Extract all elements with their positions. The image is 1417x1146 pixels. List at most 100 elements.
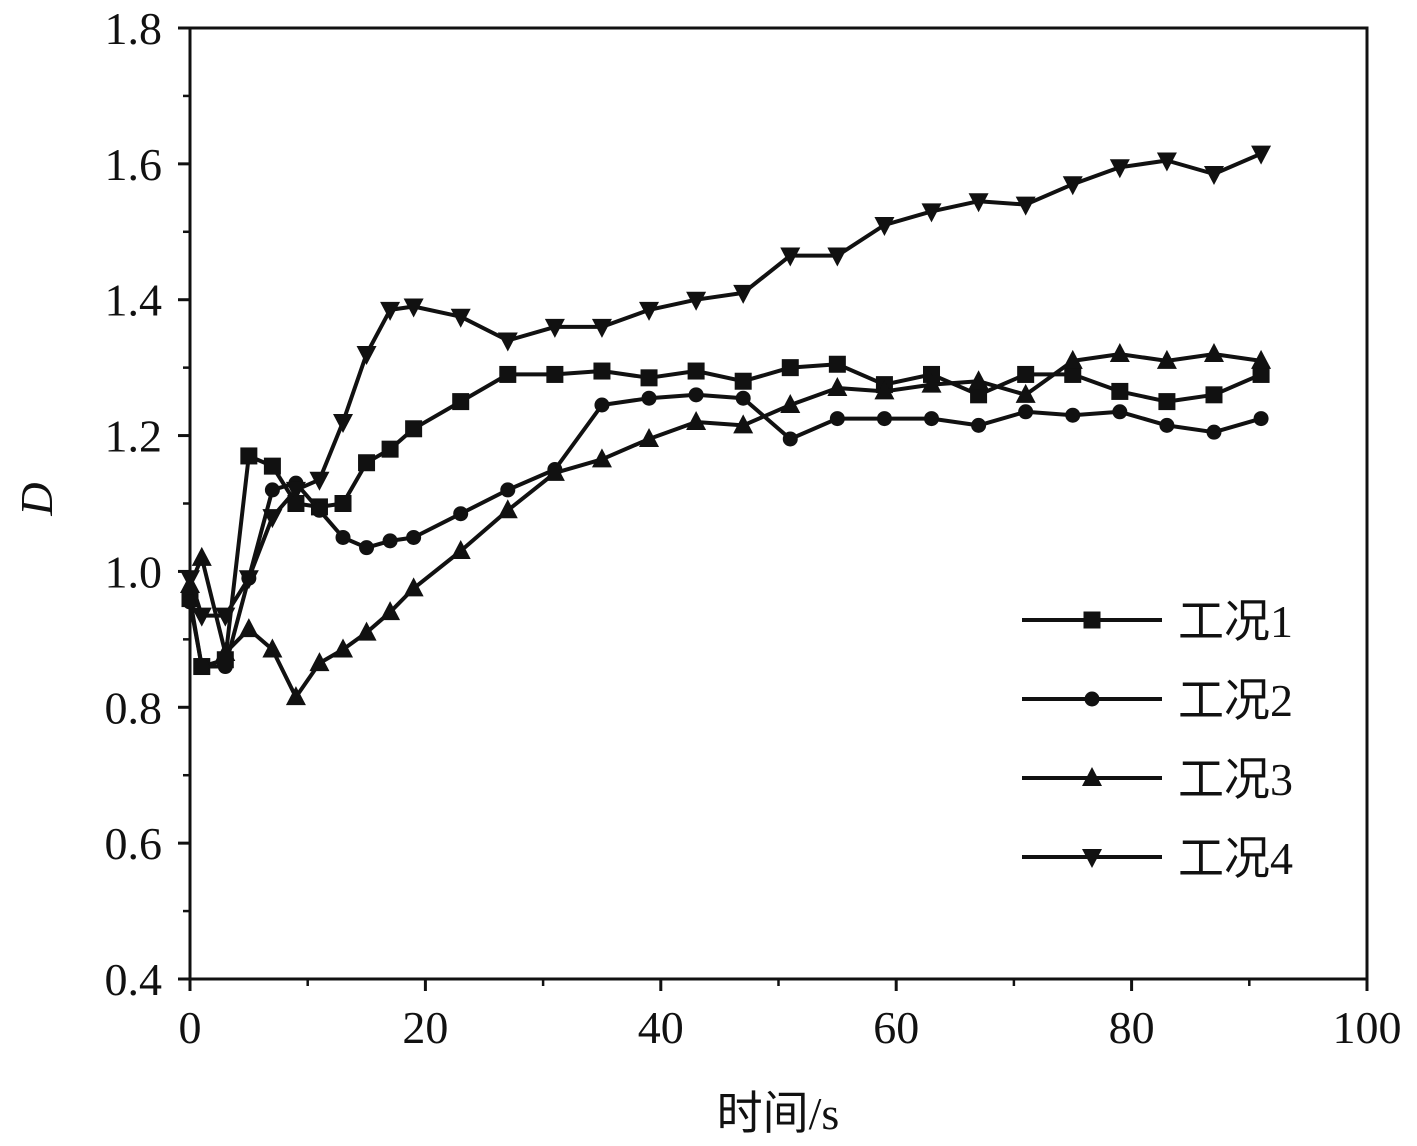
- data-point: [191, 546, 212, 566]
- data-point: [309, 652, 330, 672]
- data-point: [874, 380, 895, 400]
- y-axis: 0.4 0.6 0.8 1.0 1.2 1.4 1.6 1.8: [105, 3, 190, 1005]
- x-tick-label: 80: [1109, 1002, 1155, 1053]
- data-point: [1109, 343, 1130, 363]
- data-point: [921, 203, 942, 223]
- data-point: [1158, 393, 1176, 411]
- data-point: [971, 417, 987, 433]
- data-point: [450, 308, 471, 328]
- x-tick-label: 0: [179, 1002, 202, 1053]
- data-point: [1015, 383, 1036, 403]
- y-tick-label: 1.6: [105, 139, 163, 190]
- data-point: [500, 482, 516, 498]
- legend-label: 工况2: [1178, 675, 1293, 726]
- data-point: [686, 291, 707, 311]
- data-point: [876, 411, 892, 427]
- x-tick-label: 60: [873, 1002, 919, 1053]
- data-point: [1017, 365, 1035, 383]
- data-point: [546, 365, 564, 383]
- data-point: [594, 397, 610, 413]
- data-point: [262, 509, 283, 529]
- x-axis: 0 20 40 60 80 100: [179, 979, 1402, 1053]
- data-point: [1062, 349, 1083, 369]
- data-point: [381, 440, 399, 458]
- data-point: [828, 355, 846, 373]
- data-point: [593, 362, 611, 380]
- data-point: [921, 373, 942, 393]
- legend-marker: [1083, 611, 1101, 629]
- legend-label: 工况4: [1178, 833, 1293, 884]
- y-tick-label: 0.6: [105, 818, 163, 869]
- data-point: [382, 533, 398, 549]
- data-point: [1251, 145, 1272, 165]
- data-point: [1062, 176, 1083, 196]
- data-point: [924, 411, 940, 427]
- data-point: [453, 506, 469, 522]
- series-4: [180, 145, 1272, 627]
- data-point: [735, 390, 751, 406]
- data-point: [733, 414, 754, 434]
- data-point: [285, 686, 306, 706]
- data-point: [1156, 152, 1177, 172]
- data-point: [358, 454, 376, 472]
- data-point: [311, 502, 327, 518]
- data-point: [335, 529, 351, 545]
- data-point: [782, 431, 798, 447]
- data-point: [263, 457, 281, 475]
- data-point: [780, 247, 801, 267]
- data-point: [405, 420, 423, 438]
- data-point: [639, 427, 660, 447]
- data-point: [1253, 411, 1269, 427]
- data-point: [380, 601, 401, 621]
- data-point: [733, 284, 754, 304]
- data-point: [1205, 386, 1223, 404]
- data-point: [1156, 349, 1177, 369]
- data-point: [1065, 407, 1081, 423]
- data-point: [874, 216, 895, 236]
- data-point: [1251, 349, 1272, 369]
- data-point: [1018, 404, 1034, 420]
- data-point: [380, 301, 401, 321]
- legend-label: 工况3: [1178, 754, 1293, 805]
- data-point: [194, 659, 210, 675]
- data-point: [1206, 424, 1222, 440]
- data-point: [970, 386, 988, 404]
- legend-marker: [1082, 767, 1102, 786]
- series-layer: [180, 145, 1272, 706]
- series-3: [180, 343, 1272, 706]
- x-tick-label: 20: [402, 1002, 448, 1053]
- data-point: [309, 471, 330, 491]
- data-point: [217, 659, 233, 675]
- data-point: [827, 247, 848, 267]
- data-point: [180, 570, 200, 590]
- data-point: [334, 495, 352, 512]
- data-point: [686, 410, 707, 430]
- data-point: [1109, 159, 1130, 179]
- legend-item: 工况4: [1022, 833, 1293, 884]
- legend-marker: [1082, 849, 1102, 868]
- data-point: [333, 638, 354, 658]
- data-point: [497, 499, 518, 519]
- data-point: [285, 481, 306, 501]
- data-point: [497, 332, 518, 352]
- y-tick-label: 1.8: [105, 3, 163, 54]
- data-point: [333, 413, 354, 433]
- data-point: [641, 390, 657, 406]
- legend-item: 工况3: [1022, 754, 1293, 805]
- data-point: [287, 495, 305, 512]
- data-point: [1015, 196, 1036, 216]
- data-point: [544, 318, 565, 338]
- data-point: [499, 365, 517, 383]
- data-point: [1252, 365, 1270, 383]
- y-axis-title: D: [11, 482, 62, 516]
- y-tick-label: 0.4: [105, 954, 163, 1005]
- data-point: [1203, 343, 1224, 363]
- data-point: [403, 298, 424, 318]
- data-point: [191, 607, 212, 627]
- x-axis-title: 时间/s: [717, 1088, 840, 1139]
- data-point: [182, 594, 198, 610]
- data-point: [356, 621, 377, 641]
- data-point: [215, 641, 236, 661]
- y-tick-label: 1.4: [105, 275, 163, 326]
